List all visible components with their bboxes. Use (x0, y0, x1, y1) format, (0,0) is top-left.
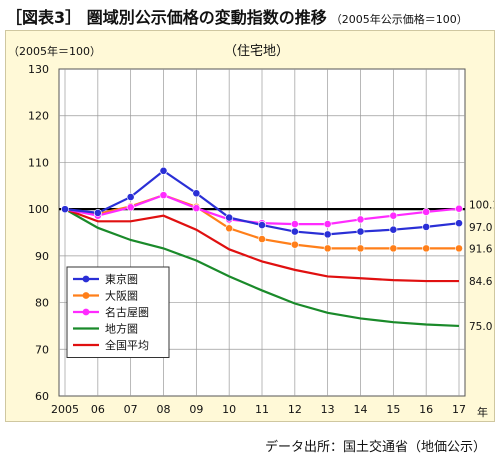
data-point (225, 224, 234, 233)
data-point (356, 215, 365, 224)
chart-title-sub: （2005年公示価格＝100） (330, 13, 468, 26)
data-point (192, 204, 201, 213)
line-chart: 60 70 80 90 100 110 120 130 2005 06 07 08 09 10 11 12 13… (8, 44, 499, 419)
legend-label: 大阪圏 (105, 289, 138, 303)
end-value-label: 75.0 (469, 321, 492, 333)
data-point (323, 230, 332, 239)
data-point (258, 221, 266, 229)
chart-title-main: ［図表3］ 圏域別公示価格の変動指数の推移 (6, 8, 327, 27)
chart-panel: 60 70 80 90 100 110 120 130 2005 06 07 08 09 10 11 12 13… (5, 30, 499, 422)
x-tick-label: 11 (255, 403, 269, 416)
data-point (455, 244, 463, 253)
data-point (93, 208, 102, 217)
end-value-label: 91.6 (469, 243, 493, 255)
data-point (323, 244, 332, 253)
data-point (422, 208, 431, 216)
data-point (422, 244, 431, 253)
y-tick-label: 100 (28, 203, 49, 216)
data-point (290, 240, 299, 249)
data-point (290, 227, 299, 236)
data-point (356, 227, 365, 236)
data-point (159, 166, 168, 175)
x-tick-label: 2005 (51, 403, 79, 416)
y-tick-label: 110 (28, 156, 49, 169)
x-tick-label: 16 (419, 403, 433, 416)
x-axis-unit: 年 (477, 405, 488, 419)
y-tick-label: 60 (35, 390, 49, 403)
series-line-4 (64, 208, 460, 328)
x-tick-label: 14 (354, 403, 368, 416)
data-point (422, 222, 431, 231)
legend-label: 地方圏 (105, 322, 138, 336)
end-value-label: 97.0 (469, 222, 492, 234)
y-tick-label: 130 (28, 63, 49, 76)
x-tick-label: 12 (288, 403, 302, 416)
x-tick-label: 06 (91, 403, 105, 416)
legend-label: 全国平均 (105, 338, 149, 352)
data-point (455, 204, 463, 213)
end-value-label: 84.6 (469, 276, 493, 288)
data-point (126, 203, 135, 212)
x-tick-label: 10 (222, 403, 236, 416)
data-point (323, 220, 332, 228)
x-tick-label: 17 (452, 403, 466, 416)
data-point (290, 220, 299, 228)
data-point (192, 189, 201, 198)
legend-marker (82, 308, 90, 316)
legend-marker (82, 292, 90, 299)
chart-subtitle: （住宅地） (224, 44, 289, 59)
data-point (258, 235, 266, 243)
y-axis-unit: （2005年＝100） (8, 44, 101, 58)
data-point (159, 191, 168, 200)
data-point (455, 219, 463, 228)
end-value-label: 100.1 (469, 200, 494, 212)
legend-label: 東京圏 (105, 272, 138, 286)
source-note: データ出所：国土交通省（地価公示） (264, 440, 486, 455)
legend-marker (82, 275, 90, 283)
data-point (389, 225, 398, 234)
data-point (389, 211, 398, 220)
data-point (225, 213, 234, 222)
x-tick-label: 09 (189, 403, 203, 416)
data-point (356, 244, 365, 253)
y-tick-label: 80 (35, 297, 49, 310)
y-tick-label: 70 (35, 343, 49, 356)
x-tick-label: 08 (157, 403, 171, 416)
data-point (389, 244, 398, 253)
y-tick-label: 90 (35, 250, 49, 263)
data-point (126, 193, 135, 201)
x-tick-label: 15 (386, 403, 400, 416)
chart-title: ［図表3］ 圏域別公示価格の変動指数の推移 （2005年公示価格＝100） (6, 4, 468, 28)
data-point (61, 205, 69, 214)
x-tick-label: 13 (321, 403, 335, 416)
series-line-5 (64, 208, 459, 283)
x-tick-label: 07 (124, 403, 138, 416)
legend-label: 名古屋圏 (105, 305, 149, 319)
y-tick-label: 120 (28, 110, 49, 123)
